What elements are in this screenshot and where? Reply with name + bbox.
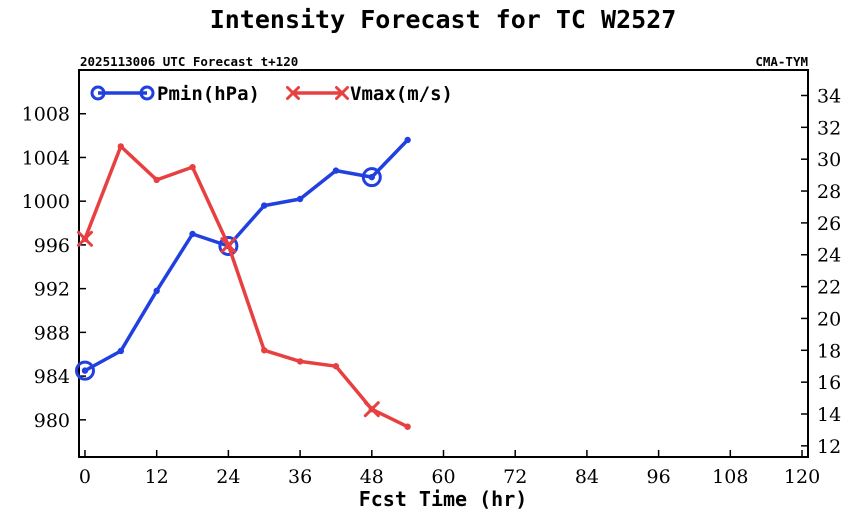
x-tick-label: 96	[647, 466, 671, 488]
x-stroke	[363, 401, 380, 418]
y-right-tick-label: 22	[817, 277, 841, 299]
x-tick-label: 120	[784, 466, 820, 488]
x-axis: 0 12 24 36 48 60 72 84 96 108 120	[79, 450, 820, 488]
y-left-tick-label: 1004	[22, 147, 70, 169]
data-point	[404, 423, 411, 430]
x-tick-label: 108	[712, 466, 748, 488]
x-stroke	[286, 86, 300, 100]
y-right-tick-label: 16	[817, 372, 841, 394]
series-vmax	[76, 143, 411, 430]
data-point	[296, 195, 304, 203]
data-point	[153, 287, 160, 295]
x-tick-label: 60	[431, 466, 455, 488]
y-right-tick-label: 12	[817, 436, 841, 458]
x-tick-label: 36	[288, 466, 312, 488]
y-left-tick-label: 992	[34, 279, 70, 301]
x-tick-label: 48	[360, 466, 384, 488]
x-tick-label: 0	[79, 466, 91, 488]
y-axis-left: 980 984 988 992 996 1000 1004 1008	[22, 104, 86, 432]
data-point	[332, 167, 340, 174]
x-tick-label: 24	[216, 466, 240, 488]
y-right-tick-label: 26	[817, 213, 841, 235]
legend-marker-pmin	[139, 85, 155, 101]
x-stroke	[335, 86, 349, 100]
series-layer	[74, 136, 411, 430]
data-point	[261, 202, 268, 209]
data-point	[189, 163, 196, 171]
data-point	[153, 176, 160, 184]
series-line	[84, 138, 409, 373]
highlight-circle-marker	[218, 236, 239, 257]
data-point	[81, 367, 89, 374]
chart-subtitle-right: CMA-TYM	[755, 54, 808, 69]
data-point	[117, 143, 125, 150]
data-point	[117, 347, 125, 355]
data-point	[368, 173, 375, 181]
y-right-tick-label: 14	[817, 404, 841, 426]
y-right-tick-label: 32	[817, 117, 841, 139]
series-line	[83, 144, 409, 429]
plot-frame	[78, 69, 809, 458]
series-pmin	[74, 136, 411, 381]
highlight-circle-marker	[361, 167, 382, 188]
data-point	[261, 347, 268, 354]
y-left-tick-label: 1008	[22, 104, 70, 126]
y-axis-right: 12 14 16 18 20 22 24 26 28 30 32 34	[801, 85, 841, 458]
x-tick-label: 12	[145, 466, 169, 488]
y-right-tick-label: 30	[817, 149, 841, 171]
data-point	[332, 363, 340, 370]
y-right-tick-label: 18	[817, 340, 841, 362]
y-right-tick-label: 28	[817, 181, 841, 203]
y-right-tick-label: 34	[817, 85, 841, 107]
legend: Pmin(hPa) Vmax(m/s)	[90, 83, 453, 105]
x-tick-label: 72	[503, 466, 527, 488]
x-stroke	[76, 230, 93, 247]
x-axis-label: Fcst Time (hr)	[359, 487, 528, 511]
highlight-x-marker	[220, 237, 237, 254]
legend-label-pmin: Pmin(hPa)	[157, 83, 260, 105]
legend-label-vmax: Vmax(m/s)	[350, 83, 453, 105]
legend-marker-pmin	[90, 85, 106, 101]
data-point	[189, 230, 196, 238]
chart-title: Intensity Forecast for TC W2527	[210, 5, 677, 34]
y-right-tick-label: 20	[817, 308, 841, 330]
data-point	[404, 136, 411, 144]
legend-marker-vmax	[286, 86, 300, 100]
highlight-x-marker	[76, 230, 93, 247]
y-left-tick-label: 996	[34, 235, 70, 257]
x-tick-label: 84	[575, 466, 599, 488]
y-left-tick-label: 1000	[22, 191, 70, 213]
y-left-tick-label: 984	[34, 366, 70, 388]
y-right-tick-label: 24	[817, 245, 841, 267]
x-stroke	[220, 237, 237, 254]
highlight-x-marker	[363, 401, 380, 418]
highlight-circle-marker	[74, 360, 95, 381]
y-left-tick-label: 980	[34, 410, 70, 432]
legend-marker-vmax	[335, 86, 349, 100]
y-left-tick-label: 988	[34, 322, 70, 344]
chart-subtitle-left: 2025113006 UTC Forecast t+120	[80, 54, 298, 69]
data-point	[296, 358, 304, 365]
